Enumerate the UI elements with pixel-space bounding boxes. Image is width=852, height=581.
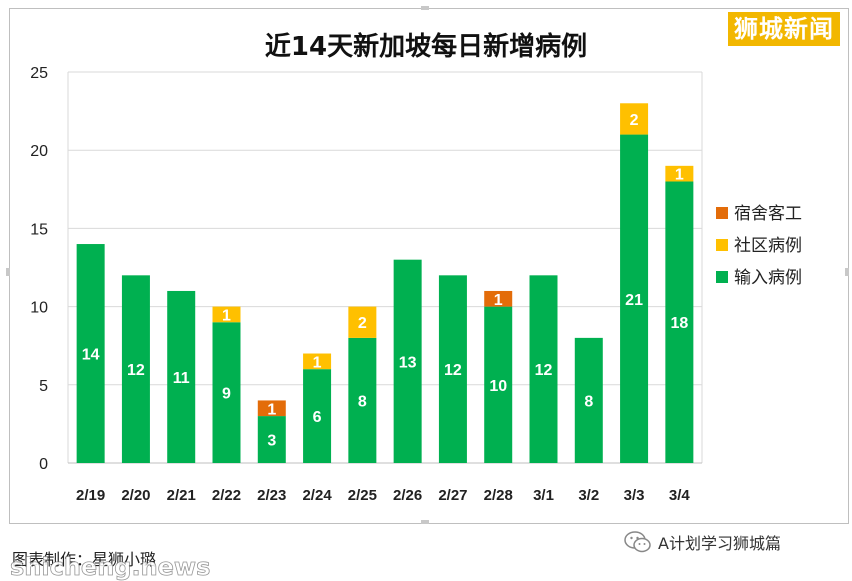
resize-handle-right[interactable] (845, 268, 849, 276)
x-tick-label: 3/3 (624, 487, 645, 504)
legend-label: 输入病例 (734, 268, 802, 288)
x-tick-label: 2/22 (212, 487, 241, 504)
bar-segment (620, 103, 649, 135)
bar-segment (212, 306, 241, 323)
data-label: 1 (222, 307, 231, 324)
legend-label: 宿舍客工 (734, 204, 802, 224)
wechat-account-label: A计划学习狮城篇 (658, 534, 781, 553)
data-label: 18 (670, 315, 688, 332)
data-label: 6 (313, 409, 322, 426)
data-label: 1 (494, 292, 503, 309)
x-tick-label: 2/23 (257, 487, 286, 504)
wechat-account: A计划学习狮城篇 (624, 530, 781, 554)
data-label: 1 (313, 354, 322, 371)
data-label: 12 (127, 362, 145, 379)
chart-title: 近14天新加坡每日新增病例 (264, 32, 588, 62)
data-label: 8 (584, 393, 593, 410)
bar-segment (484, 306, 513, 463)
bar-segment (665, 165, 694, 182)
site-watermark: shicheng.news (10, 553, 211, 581)
legend-swatch (716, 271, 728, 283)
data-label: 3 (267, 433, 276, 450)
x-tick-label: 2/20 (121, 487, 150, 504)
bar-segment (348, 337, 377, 463)
bar-segment (620, 134, 649, 463)
data-label: 12 (444, 362, 462, 379)
data-label: 2 (358, 315, 367, 332)
x-tick-label: 3/1 (533, 487, 554, 504)
y-tick-label: 5 (39, 378, 48, 395)
x-tick-label: 3/2 (578, 487, 599, 504)
bar-segment (348, 306, 377, 338)
data-label: 9 (222, 386, 231, 403)
legend-label: 社区病例 (734, 236, 802, 256)
y-tick-label: 10 (30, 300, 48, 317)
bar-segment (212, 322, 241, 463)
resize-handle-left[interactable] (6, 268, 10, 276)
data-label: 10 (489, 378, 507, 395)
bar-segment (438, 275, 467, 463)
y-tick-label: 25 (30, 65, 48, 82)
data-label: 2 (630, 112, 639, 129)
y-tick-label: 0 (39, 456, 48, 473)
bar-segment (529, 275, 558, 463)
data-label: 1 (675, 167, 684, 184)
bar-segment (121, 275, 150, 463)
resize-handle-bottom[interactable] (421, 520, 429, 524)
x-tick-label: 2/21 (167, 487, 196, 504)
bar-segment (303, 369, 332, 463)
bar-segment (257, 400, 286, 417)
bar-segment (257, 416, 286, 463)
bar-segment (484, 290, 513, 307)
x-tick-label: 2/24 (302, 487, 332, 504)
data-label: 11 (173, 370, 190, 387)
bar-segment (76, 244, 105, 463)
bar-segment (665, 181, 694, 464)
wechat-icon (624, 531, 652, 553)
x-tick-label: 2/28 (484, 487, 513, 504)
y-tick-label: 20 (30, 143, 48, 160)
brand-logo: 狮城新闻 (728, 12, 840, 46)
data-label: 14 (82, 347, 100, 364)
x-tick-label: 2/19 (76, 487, 105, 504)
x-tick-label: 2/25 (348, 487, 377, 504)
x-tick-label: 2/26 (393, 487, 422, 504)
data-label: 8 (358, 393, 367, 410)
chart-credit: 图表制作：星狮小璐 (12, 550, 157, 569)
data-label: 13 (399, 354, 417, 371)
legend-swatch (716, 207, 728, 219)
y-tick-label: 15 (30, 221, 48, 238)
x-tick-label: 2/27 (438, 487, 467, 504)
legend-swatch (716, 239, 728, 251)
bar-segment (574, 337, 603, 463)
bar-segment (393, 259, 422, 463)
resize-handle-top[interactable] (421, 6, 429, 10)
x-tick-label: 3/4 (669, 487, 691, 504)
data-label: 1 (267, 401, 276, 418)
data-label: 12 (535, 362, 553, 379)
bar-segment (167, 290, 196, 463)
data-label: 21 (625, 292, 643, 309)
bar-segment (303, 353, 332, 370)
